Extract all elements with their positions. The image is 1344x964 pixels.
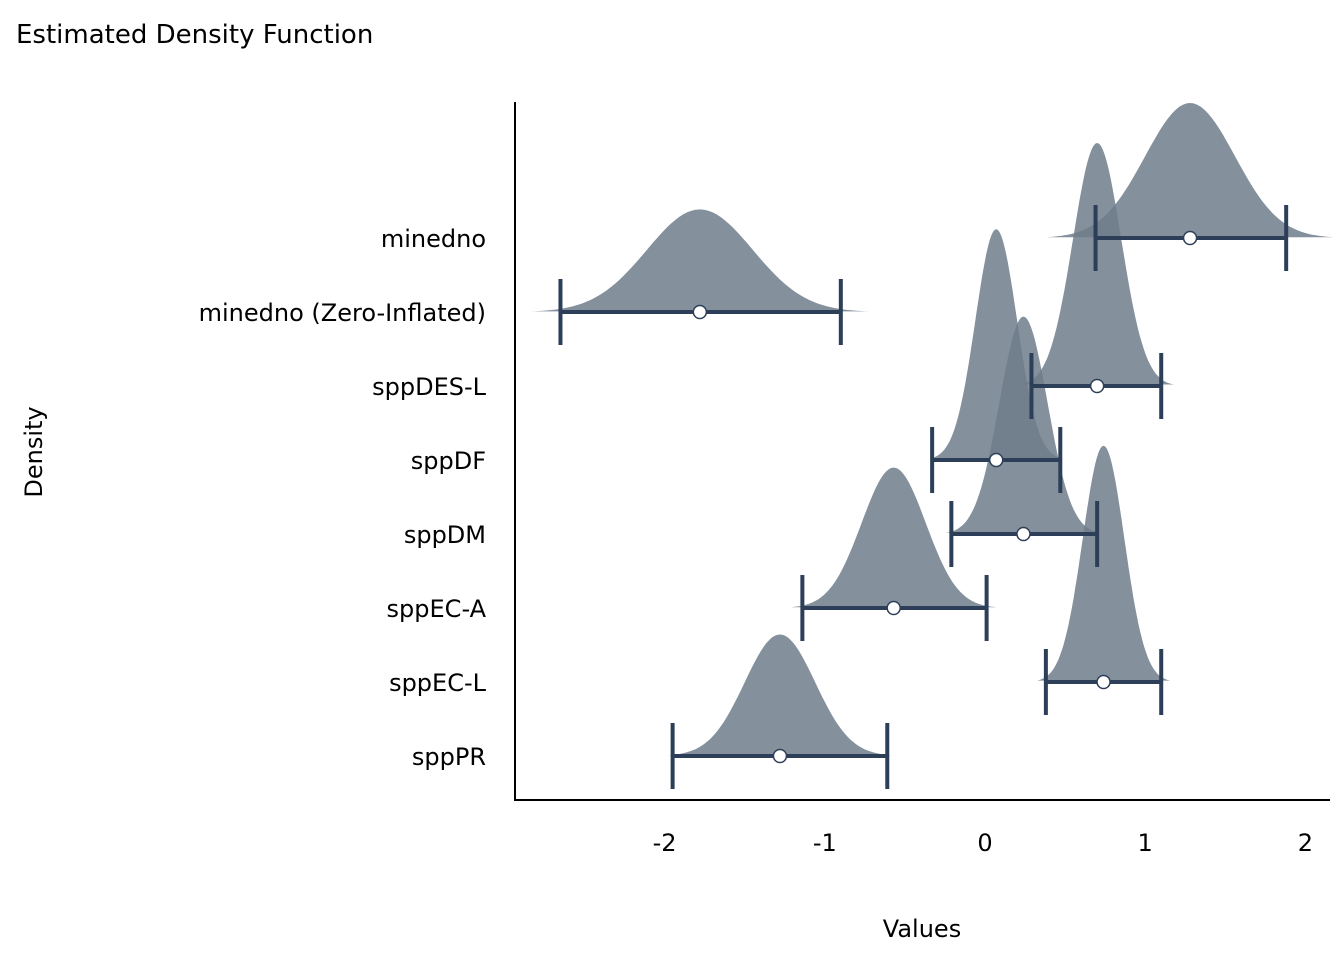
point-estimate bbox=[886, 600, 901, 616]
x-tick-label: 1 bbox=[1138, 829, 1153, 857]
x-axis-label: Values bbox=[883, 915, 961, 943]
y-tick-label: sppDF bbox=[411, 447, 486, 475]
y-axis-label: Density bbox=[20, 406, 48, 497]
density-curve-6 bbox=[1036, 445, 1171, 681]
point-estimate bbox=[692, 304, 708, 320]
point-estimate bbox=[988, 452, 1004, 468]
point-estimate bbox=[1182, 230, 1198, 246]
point-estimate bbox=[1089, 378, 1105, 394]
y-tick-label: sppEC-A bbox=[387, 595, 487, 623]
x-tick-label: -2 bbox=[653, 829, 677, 857]
density-curve-5 bbox=[791, 467, 997, 608]
x-tick-label: 2 bbox=[1298, 829, 1313, 857]
density-curve-0 bbox=[1046, 103, 1334, 238]
density-curve-7 bbox=[667, 634, 893, 756]
y-tick-label: minedno (Zero-Inflated) bbox=[199, 299, 486, 327]
y-tick-label: sppDES-L bbox=[372, 373, 487, 401]
chart-title: Estimated Density Function bbox=[16, 20, 373, 50]
y-tick-label: minedno bbox=[381, 225, 486, 253]
y-tick-label: sppPR bbox=[412, 743, 486, 771]
y-tick-label: sppDM bbox=[404, 521, 486, 549]
point-estimate bbox=[1096, 674, 1111, 690]
point-estimate bbox=[772, 748, 788, 764]
x-tick-label: -1 bbox=[813, 829, 837, 857]
density-curve-1 bbox=[530, 209, 869, 312]
x-tick-label: 0 bbox=[977, 829, 992, 857]
y-tick-label: sppEC-L bbox=[389, 669, 487, 697]
point-estimate bbox=[1016, 526, 1031, 542]
